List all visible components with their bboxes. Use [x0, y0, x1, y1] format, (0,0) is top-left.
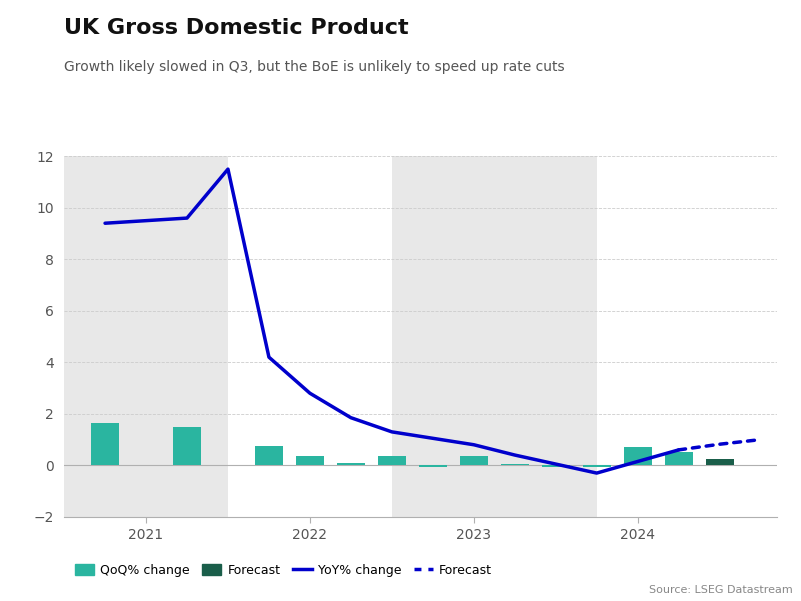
Bar — [460, 456, 488, 465]
Text: UK Gross Domestic Product: UK Gross Domestic Product — [64, 18, 409, 38]
Bar — [665, 453, 693, 465]
Bar — [706, 459, 734, 465]
Bar — [91, 423, 119, 465]
Bar — [541, 465, 570, 466]
Bar — [64, 156, 228, 517]
Bar — [501, 464, 529, 465]
Text: Source: LSEG Datastream: Source: LSEG Datastream — [650, 585, 793, 595]
Legend: QoQ% change, Forecast, YoY% change, Forecast: QoQ% change, Forecast, YoY% change, Fore… — [70, 559, 497, 582]
Text: Growth likely slowed in Q3, but the BoE is unlikely to speed up rate cuts: Growth likely slowed in Q3, but the BoE … — [64, 60, 565, 74]
Bar — [337, 463, 364, 465]
Bar — [255, 446, 283, 465]
Bar — [419, 465, 447, 466]
Bar — [583, 465, 610, 466]
Bar — [173, 427, 201, 465]
Bar — [296, 456, 324, 465]
Bar — [624, 447, 651, 465]
Bar — [378, 456, 406, 465]
Bar — [392, 156, 597, 517]
